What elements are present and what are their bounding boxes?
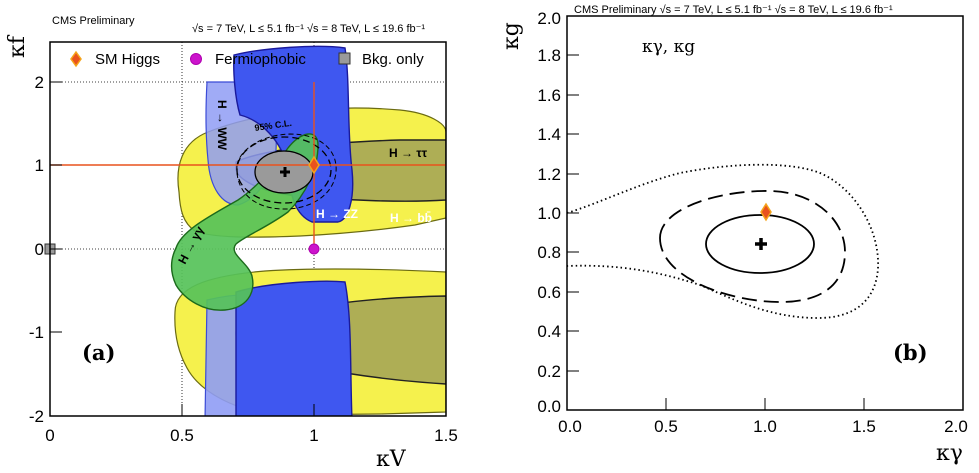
channel-label-tautau: H → ττ (389, 146, 428, 160)
header-a-right: √s = 7 TeV, L ≤ 5.1 fb⁻¹ √s = 8 TeV, L ≤… (192, 23, 425, 35)
contour-solid (705, 214, 815, 274)
sm-diamond-a (308, 155, 320, 175)
xtick-b-2: 1.0 (753, 417, 777, 436)
ytick-b-10: 2.0 (537, 9, 561, 28)
sm-diamond-b (760, 202, 772, 222)
channel-label-bb: H → bb̄ (390, 211, 432, 225)
ytick-b-2: 0.4 (537, 322, 561, 341)
combined-99cl-contour (236, 133, 337, 210)
xtick-a-0: 0 (45, 426, 54, 445)
ytick-b-6: 1.2 (537, 165, 561, 184)
ytick-b-5: 1.0 (537, 204, 561, 223)
xtick-b-3: 1.5 (852, 417, 876, 436)
legend-bkg-marker (338, 52, 351, 65)
channel-label-zz: H → ZZ (316, 207, 358, 221)
ytick-a-3: 1 (35, 156, 44, 175)
ytick-b-4: 0.8 (537, 243, 561, 262)
ytick-b-3: 0.6 (537, 283, 561, 302)
combined-95cl-contour (236, 136, 332, 204)
xtick-b-0: 0.0 (558, 417, 582, 436)
legend-sm-label: SM Higgs (95, 51, 160, 68)
header-b: CMS Preliminary √s = 7 TeV, L ≤ 5.1 fb⁻¹… (574, 4, 893, 16)
channel-label-ww: H → WW (215, 100, 229, 151)
best-fit-cross-b (755, 238, 767, 250)
xtick-a-1: 0.5 (170, 426, 194, 445)
legend-fermiophobic-marker (190, 53, 202, 65)
xlabel-a: κV (376, 447, 407, 472)
ytick-a-4: 2 (35, 73, 44, 92)
fermiophobic-marker (308, 243, 320, 255)
ytick-b-1: 0.2 (537, 362, 561, 381)
xtick-b-4: 2.0 (944, 417, 968, 436)
ylabel-a: κf (5, 34, 30, 58)
contour-dashed (659, 190, 846, 303)
legend-fermiophobic-label: Fermiophobic (215, 51, 306, 68)
ytick-b-9: 1.8 (537, 46, 561, 65)
panel-b-plot-area (567, 163, 879, 319)
panel-a-ticks (49, 81, 447, 417)
panel-a-plot-area: H → WW H → ZZ H → ττ H → bb̄ H → γγ 95% … (50, 42, 446, 416)
legend-a: SM Higgs Fermiophobic Bkg. only (70, 50, 424, 68)
header-a-left: CMS Preliminary (52, 15, 135, 27)
xtick-a-2: 1 (309, 426, 318, 445)
panel-b-ticks (566, 15, 964, 411)
panel-a-frame (49, 41, 447, 417)
panel-a: H → WW H → ZZ H → ττ H → bb̄ H → γγ 95% … (5, 15, 458, 472)
ytick-a-0: -2 (29, 407, 44, 426)
legend-sm-diamond (70, 50, 82, 68)
ylabel-b: κg (499, 22, 524, 50)
ytick-a-1: -1 (29, 323, 44, 342)
xlabel-b: κγ (936, 441, 963, 466)
best-fit-cross-a (280, 167, 290, 177)
ytick-b-8: 1.6 (537, 86, 561, 105)
ytick-b-7: 1.4 (537, 125, 561, 144)
xtick-b-1: 0.5 (654, 417, 678, 436)
panel-label-b: (b) (893, 340, 928, 365)
ytick-a-2: 0 (35, 240, 44, 259)
ytick-b-0: 0.0 (537, 397, 561, 416)
hzz-region-lower (235, 280, 353, 416)
panel-label-a: (a) (82, 340, 115, 365)
annotation-b: κγ, κg (642, 37, 695, 57)
panel-b: CMS Preliminary √s = 7 TeV, L ≤ 5.1 fb⁻¹… (499, 4, 968, 466)
legend-bkg-label: Bkg. only (362, 51, 424, 68)
xtick-a-3: 1.5 (434, 426, 458, 445)
